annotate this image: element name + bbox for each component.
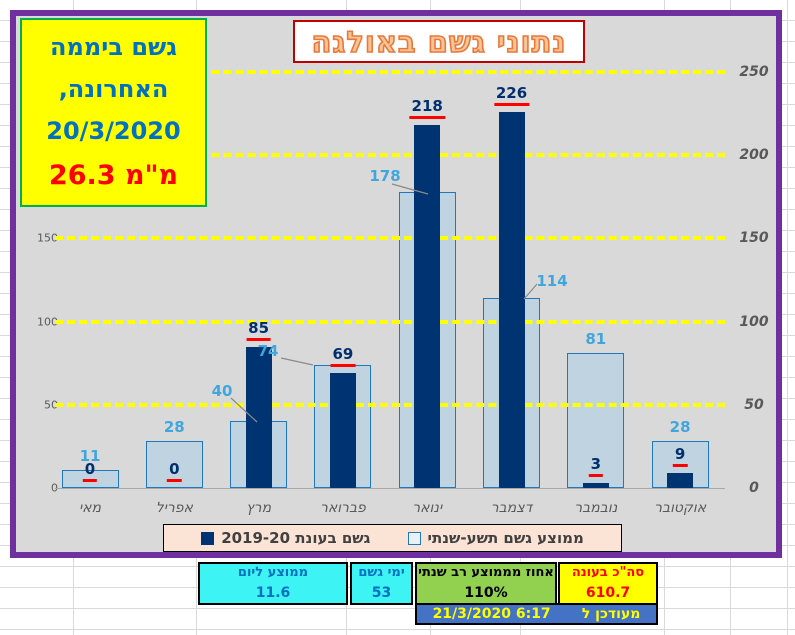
data-label-average: 74 xyxy=(257,342,279,360)
data-label-season: 69 xyxy=(330,344,356,368)
callout-date: 20/3/2020 xyxy=(46,116,181,145)
chart-title[interactable]: נתוני גשם באולגה xyxy=(293,20,585,63)
legend-swatch-season-icon xyxy=(201,531,215,545)
x-axis-month-label: אפריל xyxy=(155,500,193,516)
bar-season-2019-20 xyxy=(245,346,272,488)
y-axis-right-tick: 200 xyxy=(739,147,769,164)
bar-nine-year-average xyxy=(61,469,119,488)
x-axis-line xyxy=(55,488,725,489)
rain-callout-box[interactable]: גשם ביממה האחרונה, 20/3/2020 26.3 מ"מ xyxy=(20,18,207,207)
legend-swatch-average-icon xyxy=(407,531,421,545)
x-axis-month-label: מאי xyxy=(79,500,101,516)
data-label-average: 114 xyxy=(536,272,568,290)
data-label-season: 85 xyxy=(246,318,272,341)
x-axis-month-label: נובמבר xyxy=(574,500,618,516)
y-axis-left-tick: 100 xyxy=(37,315,58,329)
legend-label-season: גשם בעונת 2019-20 xyxy=(221,529,371,547)
y-axis-left-tick: 50 xyxy=(44,398,58,412)
cell-rain-days-label: ימי גשם xyxy=(358,564,405,580)
cell-season-total-label: סה"כ בעונה xyxy=(571,564,645,580)
excel-column-line xyxy=(787,0,788,635)
data-label-season: 226 xyxy=(493,83,530,106)
chart-gridline xyxy=(55,402,725,407)
data-label-average: 81 xyxy=(585,330,607,349)
bar-season-2019-20 xyxy=(414,125,441,488)
chart-gridline xyxy=(55,70,725,74)
chart-title-text: נתוני גשם באולגה xyxy=(311,24,567,60)
data-label-season: 218 xyxy=(409,96,445,120)
bar-season-2019-20 xyxy=(582,483,609,488)
bar-season-2019-20 xyxy=(667,473,694,488)
y-axis-left-tick: 0 xyxy=(24,482,58,495)
cell-percent-label: אחוז מממוצע רב שנתי xyxy=(418,564,554,580)
chart-gridline xyxy=(55,236,725,241)
x-axis-month-label: פברואר xyxy=(319,500,366,516)
data-label-average: 11 xyxy=(79,446,101,465)
cell-rain-days-value: 53 xyxy=(371,584,392,601)
cell-daily-average-label: ממוצע ליום xyxy=(237,564,309,580)
bar-season-2019-20 xyxy=(329,373,356,488)
chart-gridline xyxy=(55,153,725,158)
data-label-season: 0 xyxy=(167,459,182,482)
data-label-average: 178 xyxy=(369,167,401,185)
y-axis-left-tick: 150 xyxy=(37,231,58,245)
updated-label: מעודכן ל xyxy=(581,606,641,622)
data-label-season: 0 xyxy=(82,459,98,482)
x-axis-month-label: ינואר xyxy=(412,500,443,516)
chart-gridline xyxy=(55,319,725,324)
y-axis-right-tick: 100 xyxy=(739,313,769,330)
bar-nine-year-average xyxy=(567,353,625,488)
data-label-season: 3 xyxy=(588,454,604,477)
data-label-average: 28 xyxy=(163,418,185,437)
bar-season-2019-20 xyxy=(498,111,525,488)
x-axis-month-label: מרץ xyxy=(246,500,272,516)
data-label-average: 28 xyxy=(669,418,691,437)
legend-label-average: ממוצע גשם תשע-שנתי xyxy=(427,529,584,547)
chart-legend[interactable]: ממוצע גשם תשע-שנתי גשם בעונת 2019-20 xyxy=(163,524,622,552)
label-leader-lines xyxy=(230,183,538,423)
y-axis-right-tick: 150 xyxy=(739,230,769,247)
callout-amount: 26.3 מ"מ xyxy=(48,159,179,191)
cell-percent-value: 110% xyxy=(464,584,508,601)
cell-percent-of-average[interactable]: אחוז מממוצע רב שנתי 110% xyxy=(415,562,557,605)
cell-daily-average[interactable]: ממוצע ליום 11.6 xyxy=(198,562,348,605)
legend-item-average: ממוצע גשם תשע-שנתי xyxy=(407,529,584,547)
callout-line2: האחרונה, xyxy=(58,74,169,103)
y-axis-right-tick: 250 xyxy=(739,64,769,80)
updated-row[interactable]: מעודכן ל 21/3/2020 6:17 xyxy=(415,603,658,625)
cell-season-total-value: 610.7 xyxy=(585,584,631,601)
data-label-average: 40 xyxy=(211,382,233,400)
cell-rain-days[interactable]: ימי גשם 53 xyxy=(350,562,413,605)
callout-line1: גשם ביממה xyxy=(50,32,177,61)
chart-area[interactable]: 0 0 85 69 218 226 3 9 11 28 40 74 178 114 81 28 0 50 100 15… xyxy=(10,10,782,558)
y-axis-right-tick: 0 xyxy=(749,480,759,496)
cell-season-total[interactable]: סה"כ בעונה 610.7 xyxy=(558,562,658,605)
x-axis-month-label: אוקטובר xyxy=(654,500,707,516)
legend-item-season: גשם בעונת 2019-20 xyxy=(201,529,370,547)
cell-daily-average-value: 11.6 xyxy=(255,584,291,601)
data-label-season: 9 xyxy=(672,444,688,468)
updated-timestamp: 21/3/2020 6:17 xyxy=(432,606,551,622)
y-axis-right-tick: 50 xyxy=(744,396,764,413)
x-axis-month-label: דצמבר xyxy=(490,500,533,516)
